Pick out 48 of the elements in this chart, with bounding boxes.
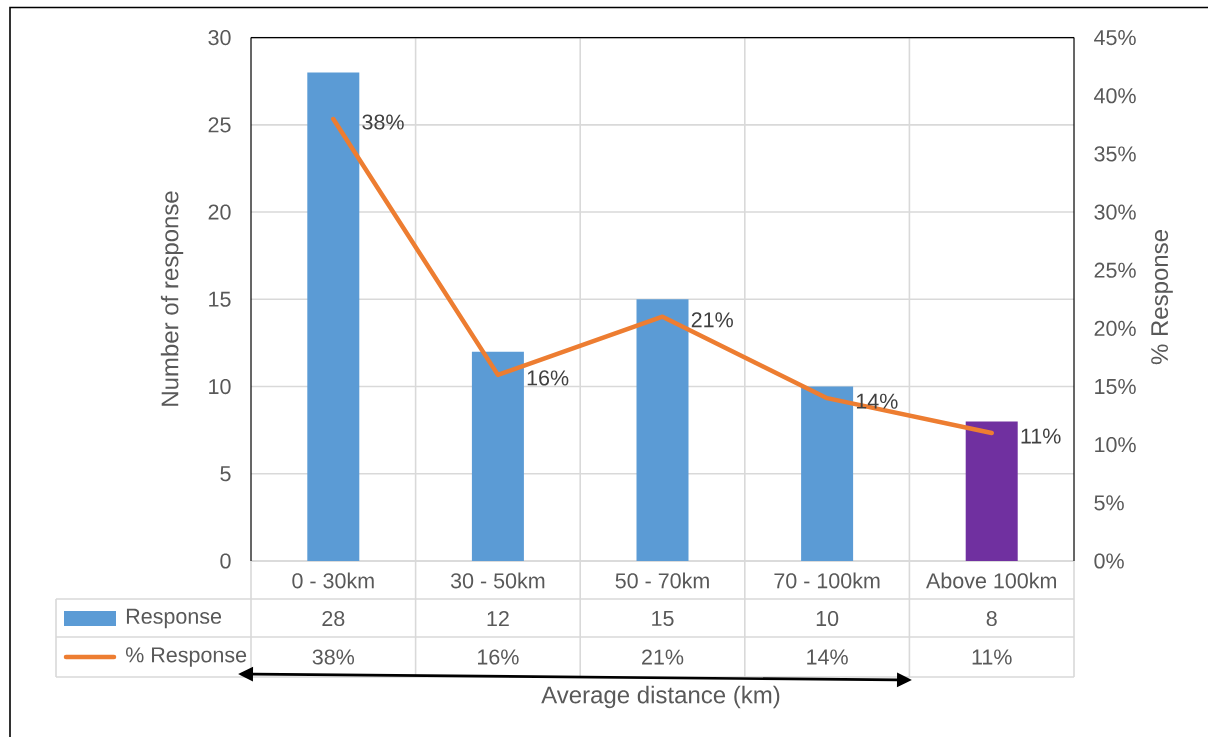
y2-tick-label: 30% xyxy=(1094,204,1136,220)
y-tick-label: 25 xyxy=(208,117,231,133)
x-axis-title: Average distance (km) xyxy=(541,685,780,709)
x-tick-label: 30 - 50km xyxy=(450,572,545,589)
data-label: 38% xyxy=(312,649,355,665)
x-tick-label: 70 - 100km xyxy=(774,572,880,589)
y2-tick-label: 0% xyxy=(1094,553,1124,569)
data-label: 8 xyxy=(986,610,997,627)
x-tick-label: 50 - 70km xyxy=(615,572,709,589)
y-tick-label: 30 xyxy=(208,29,231,46)
y-axis-title: Number of response xyxy=(160,191,184,406)
y2-axis-title: % Response xyxy=(1151,230,1173,365)
y2-tick-label: 40% xyxy=(1094,88,1136,104)
bar xyxy=(965,421,1018,561)
text: 38% xyxy=(362,114,404,130)
y2-tick-label: 5% xyxy=(1094,495,1124,511)
y2-tick-label: 35% xyxy=(1094,146,1136,162)
data-label: 28 xyxy=(322,610,345,627)
bar xyxy=(801,386,854,561)
y-tick-label: 5 xyxy=(220,466,231,482)
bar xyxy=(307,72,360,561)
y-tick-label: 10 xyxy=(209,378,231,395)
data-label: 21% xyxy=(642,649,684,665)
text: 11% xyxy=(1021,428,1061,444)
y2-tick-label: 25% xyxy=(1094,262,1136,278)
x-tick-label: Above 100km xyxy=(926,572,1056,589)
legend-label: Response xyxy=(126,608,222,629)
data-label: 15 xyxy=(652,611,674,626)
y2-tick-label: 10% xyxy=(1095,437,1136,453)
text: 21% xyxy=(691,312,733,328)
y2-tick-label: 20% xyxy=(1094,320,1136,336)
y-tick-label: 15 xyxy=(209,291,231,307)
text: 16% xyxy=(527,370,569,386)
data-label: 11% xyxy=(972,649,1012,665)
data-label: 16% xyxy=(478,649,519,665)
y2-tick-label: 15% xyxy=(1095,378,1136,395)
line-series xyxy=(331,116,994,436)
data-label: 10 xyxy=(816,610,839,627)
legend-label: % Response xyxy=(125,647,247,667)
bar xyxy=(636,299,689,561)
text: 14% xyxy=(856,393,898,409)
y-tick-label: 0 xyxy=(220,553,231,569)
y-tick-label: 20 xyxy=(208,204,231,220)
x-tick-label: 0 - 30km xyxy=(292,572,374,589)
data-label: 12 xyxy=(487,611,509,626)
y2-tick-label: 45% xyxy=(1094,30,1136,46)
bar xyxy=(471,351,524,561)
data-label: 14% xyxy=(807,649,848,665)
